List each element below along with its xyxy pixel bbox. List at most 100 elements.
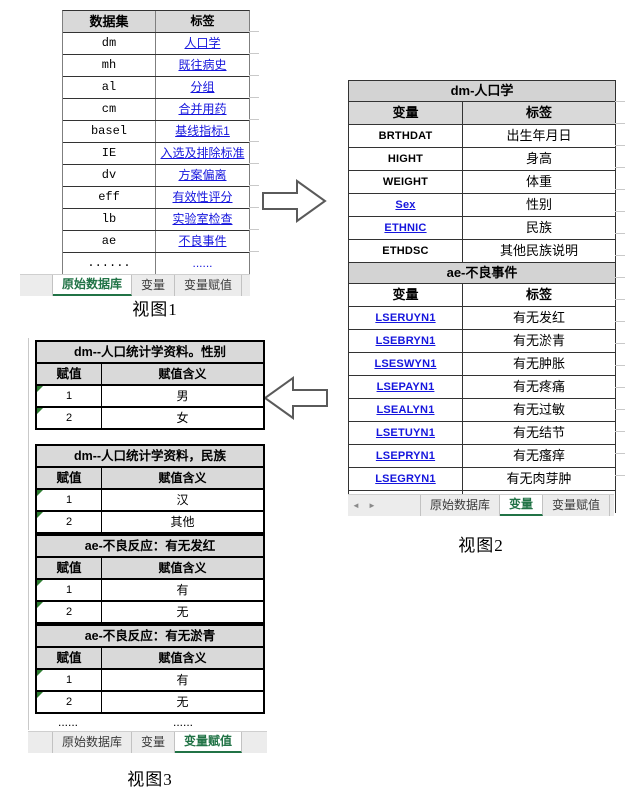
variables-table: dm-人口学 变量 标签 BRTHDAT 出生年月日 HIGHT 身高 WEIGHT 体重 Sex… (348, 80, 616, 513)
ellipsis-cell: ...... (172, 715, 193, 729)
value-cell: 1 (37, 386, 102, 406)
meaning-cell: 男 (176, 389, 189, 403)
label-link[interactable]: 合并用药 (178, 102, 227, 116)
error-flag-icon (37, 386, 43, 392)
error-flag-icon (37, 580, 43, 586)
sheet-tab-1[interactable]: 变量 (500, 495, 544, 516)
column-header-value: 赋值 (37, 364, 102, 384)
label-link[interactable]: 实验室检查 (172, 212, 233, 226)
label-cell: 体重 (525, 174, 552, 189)
column-header-label: 标签 (190, 14, 215, 28)
table-row: ae 不良事件 (63, 231, 249, 253)
table-row: ETHNIC 民族 (349, 217, 615, 240)
table-row: dv 方案偏离 (63, 165, 249, 187)
sheet-tab-1[interactable]: 变量 (132, 732, 176, 753)
sheet-tab-2[interactable]: 变量赋值 (175, 275, 243, 296)
label-cell: 有无肉芽肿 (506, 471, 572, 486)
section-title: dm-人口学 (349, 81, 615, 102)
label-link[interactable]: 人口学 (184, 36, 221, 50)
label-cell: 有无发红 (512, 310, 565, 325)
variable-link[interactable]: LSERUYN1 (349, 307, 463, 329)
variable-link[interactable]: ETHNIC (349, 217, 463, 239)
dataset-cell: dv (63, 165, 156, 186)
meaning-cell: 无 (176, 605, 189, 619)
table-row: LSEPRYN1 有无瘙痒 (349, 445, 615, 468)
dataset-cell: ae (63, 231, 156, 252)
variable-link[interactable]: LSEALYN1 (349, 399, 463, 421)
label-cell: 出生年月日 (506, 128, 572, 143)
table-row: HIGHT 身高 (349, 148, 615, 171)
error-flag-icon (37, 692, 43, 698)
sheet-tab-bar-view3: 原始数据库 变量 变量赋值 (28, 731, 267, 753)
gridline (28, 338, 29, 730)
table-row: WEIGHT 体重 (349, 171, 615, 194)
right-block-arrow-icon (259, 176, 331, 231)
codelist-block: dm--人口统计学资料，民族 赋值 赋值含义 1 汉 2 其他 (35, 444, 265, 534)
sheet-tab-2[interactable]: 变量赋值 (175, 732, 243, 753)
label-link[interactable]: ...... (192, 256, 213, 270)
column-header-value: 赋值 (37, 558, 102, 578)
label-link[interactable]: 分组 (190, 80, 215, 94)
gridline-stub (615, 80, 625, 494)
variable-link[interactable]: LSEPRYN1 (349, 445, 463, 467)
sheet-tab-0[interactable]: 原始数据库 (421, 495, 501, 516)
codelist-title: ae-不良反应：有无发红 (37, 536, 263, 558)
variable-link[interactable]: LSESWYN1 (349, 353, 463, 375)
table-row: ETHDSC 其他民族说明 (349, 240, 615, 263)
label-link[interactable]: 既往病史 (178, 58, 227, 72)
table-row: LSEALYN1 有无过敏 (349, 399, 615, 422)
error-flag-icon (37, 490, 43, 496)
column-header-label: 标签 (525, 105, 552, 120)
value-cell: 1 (37, 670, 102, 690)
prev-sheet-icon[interactable]: ◄ (352, 501, 360, 510)
dataset-cell: al (63, 77, 156, 98)
table-header-row: 数据集 标签 (63, 11, 249, 33)
codelist-block: ae-不良反应：有无发红 赋值 赋值含义 1 有 2 无 (35, 534, 265, 624)
variable-cell: HIGHT (349, 148, 463, 170)
meaning-cell: 其他 (170, 515, 195, 529)
sheet-tab-0[interactable]: 原始数据库 (53, 732, 133, 753)
label-cell: 其他民族说明 (499, 243, 578, 258)
variable-link[interactable]: LSEBRYN1 (349, 330, 463, 352)
column-header-value: 赋值 (37, 468, 102, 488)
dataset-cell: IE (63, 143, 156, 164)
variable-link[interactable]: LSETUYN1 (349, 422, 463, 444)
table-row: LSETUYN1 有无结节 (349, 422, 615, 445)
label-link[interactable]: 不良事件 (178, 234, 227, 248)
meaning-cell: 有 (176, 673, 189, 687)
label-link[interactable]: 入选及排除标准 (160, 146, 245, 160)
dataset-cell: mh (63, 55, 156, 76)
sheet-tab-2[interactable]: 变量赋值 (543, 495, 611, 516)
sheet-tab-1[interactable]: 变量 (132, 275, 176, 296)
sheet-tab-0[interactable]: 原始数据库 (53, 275, 133, 296)
table-row: mh 既往病史 (63, 55, 249, 77)
label-link[interactable]: 有效性评分 (172, 190, 233, 204)
value-cell: 2 (37, 408, 102, 428)
variable-link[interactable]: Sex (349, 194, 463, 216)
table-row: eff 有效性评分 (63, 187, 249, 209)
column-header-label: 标签 (525, 287, 552, 302)
codelist-title: ae-不良反应：有无淤青 (37, 626, 263, 648)
codelist-title: dm--人口统计学资料。性别 (37, 342, 263, 364)
gridline-stub (249, 10, 259, 263)
table-header-row: 变量 标签 (349, 284, 615, 307)
label-cell: 有无瘙痒 (512, 448, 565, 463)
next-sheet-icon[interactable]: ► (368, 501, 376, 510)
variable-link[interactable]: LSEGRYN1 (349, 468, 463, 490)
label-link[interactable]: 基线指标1 (175, 124, 230, 138)
error-flag-icon (37, 670, 43, 676)
table-row: LSEBRYN1 有无淤青 (349, 330, 615, 353)
codelist-block: ae-不良反应：有无淤青 赋值 赋值含义 1 有 2 无 (35, 624, 265, 714)
table-header-row: 赋值 赋值含义 (37, 364, 263, 386)
table-row: LSEPAYN1 有无疼痛 (349, 376, 615, 399)
column-header-dataset: 数据集 (63, 11, 156, 32)
variable-link[interactable]: LSEPAYN1 (349, 376, 463, 398)
label-link[interactable]: 方案偏离 (178, 168, 227, 182)
view3-caption: 视图3 (127, 770, 173, 789)
value-cell: 1 (37, 580, 102, 600)
value-cell: 2 (37, 512, 102, 532)
dataset-cell: dm (63, 33, 156, 54)
table-row: basel 基线指标1 (63, 121, 249, 143)
column-header-value: 赋值 (37, 648, 102, 668)
